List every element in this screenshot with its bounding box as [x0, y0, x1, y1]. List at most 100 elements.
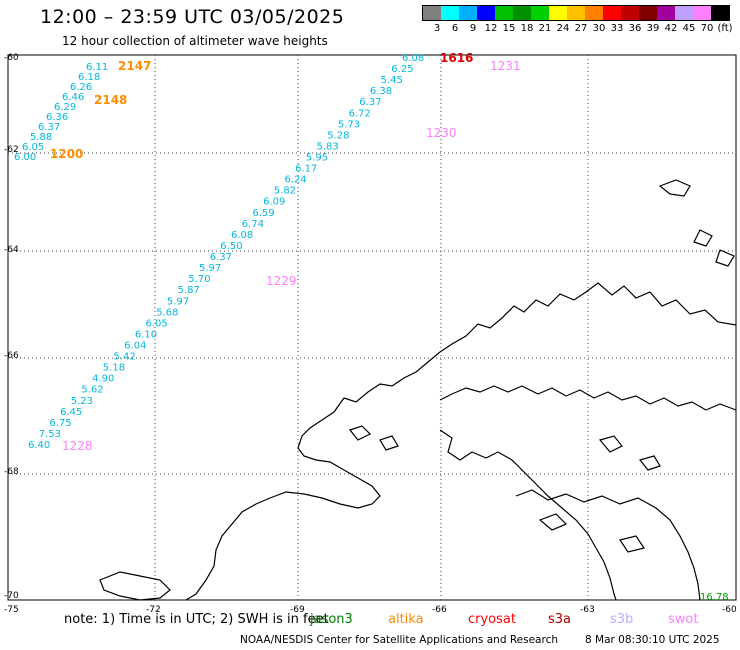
left-track-value: 6.18	[78, 72, 100, 83]
legend-label: 39	[646, 23, 660, 34]
satellite-name-s3a: s3a	[548, 612, 572, 627]
satellite-name-s3b: s3b	[610, 612, 634, 627]
legend-swatch	[657, 6, 675, 20]
main-track-value: 4.90	[92, 374, 114, 385]
legend-swatch	[675, 6, 693, 20]
legend-swatch	[441, 6, 459, 20]
main-track-value: 5.87	[178, 285, 200, 296]
time-label-2147: 2147	[118, 59, 151, 73]
main-track-value: 5.97	[167, 296, 189, 307]
main-track-value: 6.09	[263, 197, 285, 208]
legend-swatch	[477, 6, 495, 20]
legend-label: 12	[484, 23, 498, 34]
legend-swatch	[711, 6, 729, 20]
main-track-value: 5.62	[81, 385, 103, 396]
legend-label: 33	[610, 23, 624, 34]
lat-label-68: -68	[4, 467, 19, 477]
main-track-value: 6.75	[49, 418, 71, 429]
coastline-weddell	[439, 429, 617, 601]
coastline-island-d	[638, 455, 661, 471]
main-track-value: 7.53	[39, 429, 61, 440]
legend-swatch	[513, 6, 531, 20]
time-label-1200: 1200	[50, 147, 83, 161]
satellite-name-swot: swot	[668, 612, 699, 627]
legend-color-bar	[422, 5, 730, 21]
left-track-value: 6.37	[38, 122, 60, 133]
lat-label-64: -64	[4, 245, 19, 255]
coastline-island-b	[379, 435, 399, 451]
main-track-value: 5.97	[199, 263, 221, 274]
lat-label-60: -60	[4, 53, 19, 63]
legend-swatch	[549, 6, 567, 20]
main-track-value: 6.72	[349, 108, 371, 119]
main-track-value: 5.23	[71, 396, 93, 407]
legend-swatch	[495, 6, 513, 20]
time-label-1230: 1230	[426, 126, 457, 140]
main-track-value: 6.37	[359, 97, 381, 108]
left-track-value: 6.46	[62, 92, 84, 103]
main-track-value: 6.40	[28, 440, 50, 451]
legend-label: 6	[451, 23, 459, 34]
legend-swatch	[585, 6, 603, 20]
main-track-value: 6.59	[252, 208, 274, 219]
coastline-island-e	[538, 513, 568, 531]
legend-label: 42	[664, 23, 678, 34]
footer-timestamp: 8 Mar 08:30:10 UTC 2025	[585, 634, 720, 646]
legend-label: 3	[433, 23, 441, 34]
main-track-value: 6.04	[124, 341, 146, 352]
lon-label-69: -69	[290, 605, 305, 615]
main-track-value: 5.68	[156, 307, 178, 318]
left-track-values: 6.116.186.266.466.296.366.375.886.056.00	[14, 62, 108, 163]
main-track-value: 6.17	[295, 164, 317, 175]
time-label-1616: 1616	[440, 51, 473, 65]
main-track-value: 6.74	[242, 219, 264, 230]
main-track-value: 6.37	[210, 252, 232, 263]
main-track-value: 6.45	[60, 407, 82, 418]
coastline-island-f	[619, 535, 645, 553]
lon-label-66: -66	[432, 605, 447, 615]
coastline-ne-2	[693, 229, 713, 247]
main-track-value: 6.08	[231, 230, 253, 241]
main-track-value: 6.50	[220, 241, 242, 252]
legend-label: 24	[556, 23, 570, 34]
map-subtitle: 12 hour collection of altimeter wave hei…	[62, 34, 328, 48]
legend-swatch	[423, 6, 441, 20]
left-track-value: 6.05	[22, 142, 44, 153]
map-frame	[7, 54, 737, 601]
main-track-value: 5.70	[188, 274, 210, 285]
satellite-name-cryosat: cryosat	[468, 612, 516, 627]
lat-label-70: -70	[4, 591, 19, 601]
legend-swatch	[693, 6, 711, 20]
coastline-alexander	[99, 571, 171, 601]
main-track-value: 6.24	[285, 175, 307, 186]
lat-label-66: -66	[4, 351, 19, 361]
legend-label: 21	[538, 23, 552, 34]
time-label-2148: 2148	[94, 93, 127, 107]
time-label-1229: 1229	[266, 274, 297, 288]
left-track-value: 6.26	[70, 82, 92, 93]
legend-label: 15	[502, 23, 516, 34]
footer-credit: NOAA/NESDIS Center for Satellite Applica…	[240, 634, 558, 646]
footer-note: note: 1) Time is in UTC; 2) SWH is in fe…	[64, 612, 329, 627]
main-track-value: 5.95	[306, 153, 328, 164]
legend-label: 36	[628, 23, 642, 34]
legend-label: 27	[574, 23, 588, 34]
main-track-value: 5.73	[338, 119, 360, 130]
coastline-ne-islands	[658, 179, 691, 197]
left-track-value: 6.00	[14, 152, 36, 163]
main-track-value: 5.28	[327, 130, 349, 141]
main-track-value: 5.82	[274, 186, 296, 197]
main-track-value: 5.42	[114, 352, 136, 363]
legend-label: 30	[592, 23, 606, 34]
color-legend: 3 6 9 12 15 18 21 24 27 30 33 36 39 42 45 70 (ft)	[422, 5, 733, 35]
lon-label-60: -60	[722, 605, 737, 615]
time-label-1228: 1228	[62, 439, 93, 453]
legend-swatch	[567, 6, 585, 20]
legend-swatch	[639, 6, 657, 20]
lon-label-63: -63	[580, 605, 595, 615]
main-track-value: 5.45	[381, 75, 403, 86]
lon-label-72: -72	[146, 605, 161, 615]
coastline-island-a	[348, 425, 372, 441]
coastline-ne-3	[715, 249, 735, 267]
time-label-1231: 1231	[490, 59, 521, 73]
